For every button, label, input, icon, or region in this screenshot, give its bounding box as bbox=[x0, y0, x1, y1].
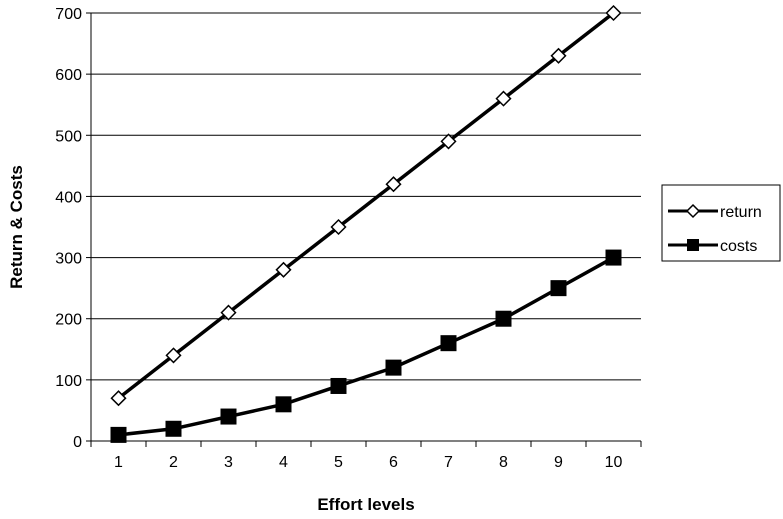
legend-return-diamond-marker bbox=[685, 203, 701, 219]
data-point-costs bbox=[550, 280, 567, 297]
y-tick-label: 0 bbox=[73, 434, 82, 451]
data-point-return bbox=[440, 133, 457, 150]
legend-box bbox=[661, 184, 781, 262]
y-tick-labels: 0 100 200 300 400 500 600 700 bbox=[55, 6, 82, 451]
y-tick-label: 400 bbox=[55, 189, 82, 206]
data-point-return bbox=[110, 390, 127, 407]
data-point-return bbox=[275, 261, 292, 278]
series-line-return bbox=[117, 11, 615, 400]
data-point-return bbox=[605, 4, 622, 22]
data-point-return bbox=[550, 47, 567, 64]
y-tick-label: 700 bbox=[55, 6, 82, 23]
legend-label-return: return bbox=[720, 204, 762, 221]
x-tick-labels: 1 2 3 4 5 6 7 8 9 10 bbox=[114, 454, 622, 471]
series-return bbox=[110, 4, 622, 407]
data-point-return bbox=[385, 176, 402, 193]
y-tick-label: 300 bbox=[55, 251, 82, 268]
data-point-return bbox=[165, 347, 182, 364]
data-point-costs bbox=[165, 420, 182, 437]
legend-item-costs: costs bbox=[668, 238, 757, 255]
axes bbox=[86, 12, 642, 447]
data-point-costs bbox=[330, 377, 347, 394]
series-layer bbox=[110, 4, 622, 443]
gridlines bbox=[91, 12, 641, 381]
data-point-return bbox=[330, 218, 347, 236]
legend: return costs bbox=[661, 184, 781, 262]
series-costs bbox=[110, 249, 622, 443]
data-point-costs bbox=[110, 426, 127, 443]
x-tick-label: 8 bbox=[499, 454, 508, 471]
x-tick-label: 6 bbox=[389, 454, 398, 471]
legend-label-costs: costs bbox=[720, 238, 757, 255]
x-tick-label: 3 bbox=[224, 454, 233, 471]
x-tick-label: 2 bbox=[169, 454, 178, 471]
x-tick-label: 10 bbox=[605, 454, 623, 471]
series-line-costs bbox=[118, 256, 615, 437]
y-axis-title: Return & Costs bbox=[7, 165, 26, 289]
data-point-costs bbox=[385, 359, 402, 376]
data-point-costs bbox=[220, 408, 237, 425]
legend-item-return: return bbox=[668, 203, 762, 221]
legend-costs-square-marker bbox=[687, 239, 699, 251]
x-axis-title: Effort levels bbox=[317, 495, 414, 514]
data-point-return bbox=[495, 90, 512, 107]
x-tick-label: 5 bbox=[334, 454, 343, 471]
data-point-costs bbox=[275, 396, 292, 413]
data-point-costs bbox=[440, 335, 457, 352]
data-point-return bbox=[220, 304, 237, 321]
data-point-costs bbox=[495, 310, 512, 327]
y-tick-label: 600 bbox=[55, 67, 82, 84]
data-point-costs bbox=[605, 249, 622, 266]
x-tick-label: 1 bbox=[114, 454, 123, 471]
y-tick-label: 200 bbox=[55, 312, 82, 329]
x-tick-label: 9 bbox=[554, 454, 563, 471]
x-tick-label: 4 bbox=[279, 454, 288, 471]
x-tick-label: 7 bbox=[444, 454, 453, 471]
y-tick-label: 100 bbox=[55, 373, 82, 390]
y-tick-label: 500 bbox=[55, 128, 82, 145]
